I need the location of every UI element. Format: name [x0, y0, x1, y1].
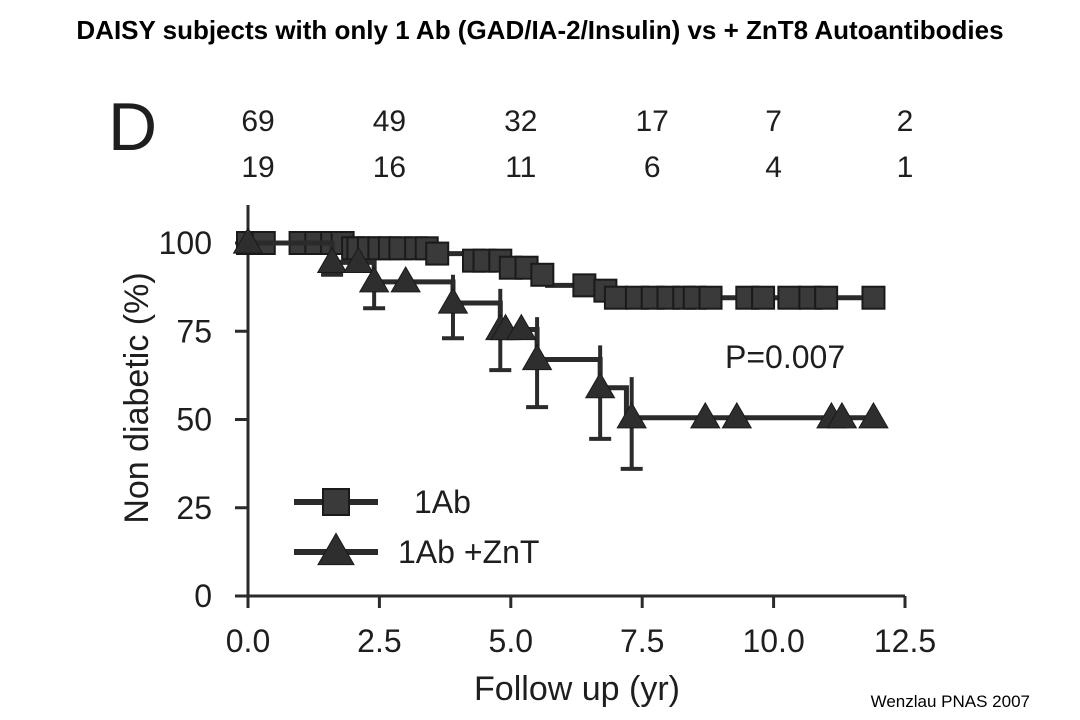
- chart-series: [232, 227, 889, 471]
- p-value-annotation: P=0.007: [725, 339, 845, 375]
- censor-marker-square: [777, 285, 802, 310]
- censor-marker-square: [814, 285, 839, 310]
- y-tick-label: 100: [159, 225, 212, 261]
- at-risk-value: 11: [505, 151, 536, 184]
- censor-marker-triangle: [390, 265, 421, 293]
- series-1ab-znt: [232, 227, 889, 471]
- series-1ab: [236, 231, 886, 310]
- at-risk-value: 19: [241, 151, 274, 184]
- legend-marker-square: [322, 488, 350, 516]
- censor-marker-square: [572, 273, 597, 298]
- censor-marker-triangle: [437, 287, 469, 314]
- at-risk-value: 16: [373, 151, 406, 184]
- y-axis-label: Non diabetic (%): [118, 272, 156, 523]
- censor-marker-square: [861, 285, 886, 310]
- censor-marker-triangle: [690, 401, 721, 429]
- censor-marker-square: [603, 285, 628, 310]
- chart-legend: 1Ab 1Ab +ZnT: [294, 484, 539, 570]
- at-risk-value: 69: [241, 105, 274, 138]
- at-risk-table: 69 49 32 17 7 2 19 16 11 6 4 1: [241, 105, 913, 184]
- censor-marker-triangle: [858, 401, 889, 429]
- at-risk-value: 7: [765, 105, 782, 138]
- at-risk-value: 2: [897, 105, 914, 138]
- legend-marker-triangle: [317, 532, 355, 566]
- censor-marker-triangle: [616, 401, 647, 429]
- y-tick-label: 50: [176, 402, 212, 438]
- panel-label: D: [108, 89, 157, 165]
- legend-label: 1Ab +ZnT: [398, 534, 539, 570]
- at-risk-value: 6: [644, 151, 661, 184]
- x-tick-label: 5.0: [489, 623, 533, 659]
- citation: Wenzlau PNAS 2007: [870, 692, 1030, 711]
- x-tick-label: 10.0: [742, 623, 804, 659]
- censor-marker-square: [530, 262, 555, 287]
- y-tick-label: 25: [176, 490, 212, 526]
- at-risk-value: 32: [504, 105, 537, 138]
- censor-marker-square: [425, 241, 450, 266]
- censor-marker-triangle: [521, 343, 553, 371]
- censor-marker-triangle: [343, 246, 374, 273]
- y-tick-label: 75: [176, 313, 212, 349]
- censor-marker-triangle: [316, 246, 348, 273]
- censor-marker-square: [751, 285, 776, 310]
- censor-marker-triangle: [584, 371, 616, 399]
- x-axis-label: Follow up (yr): [474, 670, 680, 708]
- at-risk-value: 1: [897, 151, 914, 184]
- x-tick-label: 7.5: [620, 623, 664, 659]
- at-risk-value: 49: [373, 105, 406, 138]
- legend-label: 1Ab: [414, 484, 471, 520]
- censor-marker-triangle: [826, 401, 858, 429]
- slide-title: DAISY subjects with only 1 Ab (GAD/IA-2/…: [76, 15, 1004, 45]
- censor-marker-triangle: [358, 265, 390, 293]
- censor-marker-triangle: [232, 227, 264, 254]
- censor-marker-triangle: [506, 313, 537, 341]
- at-risk-value: 4: [765, 151, 782, 184]
- censor-marker-square: [698, 285, 723, 310]
- x-tick-label: 12.5: [874, 623, 936, 659]
- x-tick-label: 0.0: [226, 623, 270, 659]
- at-risk-value: 17: [636, 105, 669, 138]
- censor-marker-triangle: [721, 401, 753, 429]
- x-tick-label: 2.5: [357, 623, 401, 659]
- y-tick-label: 0: [194, 578, 212, 614]
- chart-axes: 0.0 2.5 5.0 7.5 10.0 12.5 0 25 50 75 100: [159, 205, 936, 659]
